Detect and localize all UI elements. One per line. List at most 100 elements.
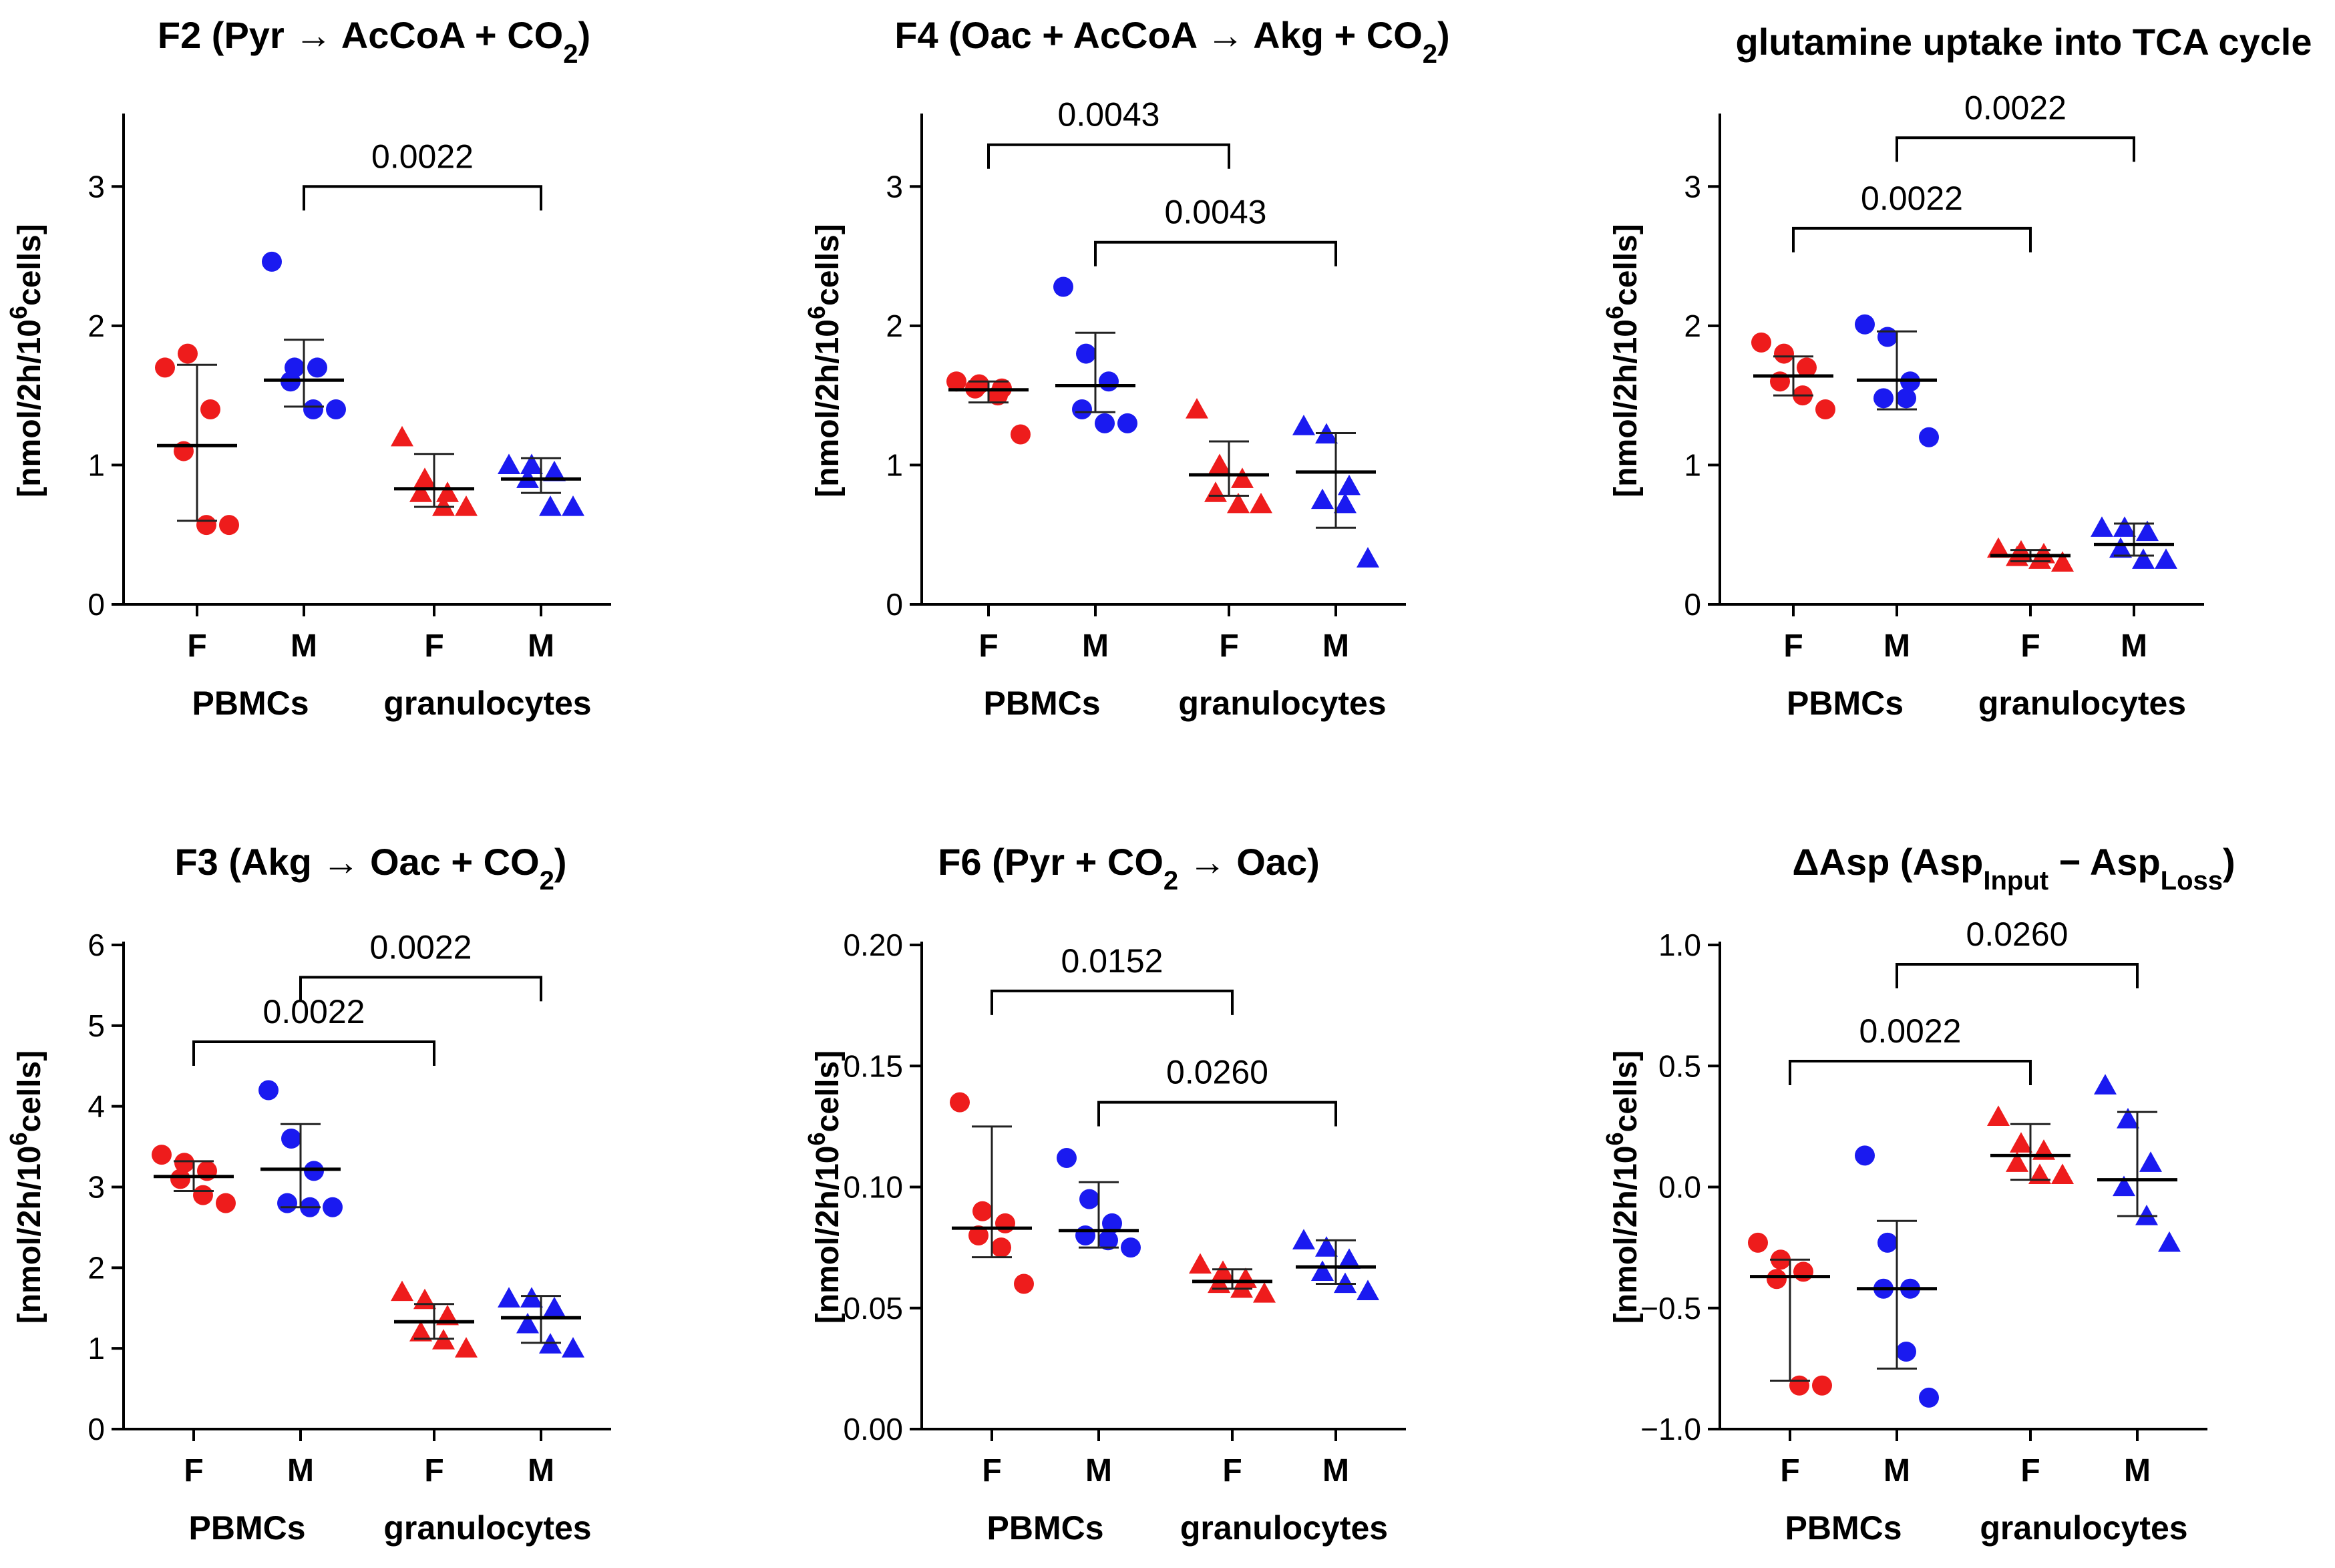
data-point xyxy=(2139,1151,2162,1172)
data-point xyxy=(1095,413,1115,433)
data-point xyxy=(1748,1232,1768,1253)
data-point xyxy=(543,460,566,481)
data-point xyxy=(436,1304,459,1326)
data-point xyxy=(1789,1375,1809,1396)
y-tick-label: 0 xyxy=(87,1412,105,1446)
x-group-label: granulocytes xyxy=(383,684,591,722)
data-point xyxy=(1208,453,1231,475)
data-point xyxy=(432,496,455,516)
y-label-text: [nmol/2h/10 xyxy=(810,319,846,498)
data-point xyxy=(1098,1230,1118,1251)
chart-title: F2 (Pyr → AcCoA + CO2) xyxy=(158,14,590,69)
title-text: glutamine uptake into TCA cycle xyxy=(1736,21,2312,63)
data-point xyxy=(1357,547,1379,568)
data-point xyxy=(1751,332,1771,353)
y-label-text: [nmol/2h/10 xyxy=(12,319,47,498)
x-category-label: F xyxy=(1222,1453,1242,1489)
chart-panel-2: F4 (Oac + AcCoA → Akg + CO2) [nmol/2h/106… xyxy=(803,14,1450,722)
y-axis-label: [nmol/2h/106cells] xyxy=(5,224,48,498)
x-category-label: M xyxy=(1085,1453,1112,1489)
data-point xyxy=(2135,1205,2158,1225)
data-point xyxy=(155,357,175,378)
title-text-tail: ) xyxy=(1437,14,1450,56)
data-point xyxy=(281,1129,301,1149)
x-category-label: F xyxy=(424,1453,443,1489)
p-value-label: 0.0043 xyxy=(1165,194,1267,231)
title-text: F2 (Pyr → AcCoA + CO xyxy=(158,14,563,56)
p-value-label: 0.0022 xyxy=(1861,180,1963,217)
data-point xyxy=(516,1312,539,1334)
x-group-label: granulocytes xyxy=(1178,684,1386,722)
title-subscript: 2 xyxy=(1163,866,1178,896)
y-tick-label: 1 xyxy=(87,447,105,482)
data-point xyxy=(196,515,216,536)
x-group-label: PBMCs xyxy=(1785,1509,1902,1547)
y-tick-label: 0.00 xyxy=(843,1412,903,1446)
significance-bracket xyxy=(1789,1060,2032,1085)
y-label-text-tail: cells] xyxy=(12,224,47,306)
y-label-text-tail: cells] xyxy=(1608,1050,1644,1133)
data-point xyxy=(258,1080,279,1101)
data-point xyxy=(1212,1260,1234,1281)
x-group-label: granulocytes xyxy=(1978,684,2186,722)
data-point xyxy=(2158,1231,2181,1252)
x-category-label: M xyxy=(2121,628,2147,664)
y-label-text: [nmol/2h/10 xyxy=(12,1146,47,1324)
x-category-label: M xyxy=(1883,628,1910,664)
data-point xyxy=(1053,276,1073,297)
x-category-label: F xyxy=(2020,628,2040,664)
y-tick-label: 6 xyxy=(87,928,105,962)
data-point xyxy=(1076,343,1096,364)
data-point xyxy=(1227,492,1250,514)
data-point xyxy=(262,251,282,272)
y-tick-label: 3 xyxy=(1684,169,1701,204)
y-tick-label: −1.0 xyxy=(1640,1412,1701,1446)
data-point xyxy=(1253,1282,1276,1303)
x-category-label: M xyxy=(2124,1453,2151,1489)
y-label-superscript: 6 xyxy=(803,306,830,319)
data-point xyxy=(174,1153,194,1173)
title-subscript: 2 xyxy=(1423,39,1437,69)
x-category-label: M xyxy=(291,628,317,664)
data-point xyxy=(1075,1225,1095,1245)
data-point xyxy=(1230,1277,1253,1298)
data-point xyxy=(1987,537,2010,558)
data-point xyxy=(2006,1151,2028,1172)
data-point xyxy=(1334,1272,1357,1294)
p-value-label: 0.0043 xyxy=(1058,96,1160,134)
data-point xyxy=(1896,388,1916,409)
x-category-label: F xyxy=(2020,1453,2040,1489)
data-point xyxy=(543,1296,566,1318)
data-point xyxy=(1011,424,1031,445)
y-tick-label: 1 xyxy=(886,447,903,482)
chart-panel-3: glutamine uptake into TCA cycle [nmol/2h/… xyxy=(1601,21,2312,722)
x-category-label: F xyxy=(187,628,206,664)
data-point xyxy=(455,1337,478,1358)
x-category-label: M xyxy=(1322,1453,1349,1489)
data-point xyxy=(2117,1108,2139,1129)
data-point xyxy=(2113,516,2136,537)
data-point xyxy=(1873,388,1894,409)
p-value-label: 0.0260 xyxy=(1966,916,2069,953)
y-tick-label: 0.10 xyxy=(843,1170,903,1205)
y-tick-label: 1.0 xyxy=(1658,928,1701,962)
x-category-label: M xyxy=(287,1453,314,1489)
x-group-label: PBMCs xyxy=(188,1509,305,1547)
x-category-label: M xyxy=(528,1453,554,1489)
x-category-label: F xyxy=(424,628,443,664)
y-tick-label: 0 xyxy=(886,587,903,622)
title-text-tail: ) xyxy=(578,14,590,56)
significance-bracket xyxy=(991,989,1234,1015)
title-text: F4 (Oac + AcCoA → Akg + CO xyxy=(894,14,1422,56)
data-point xyxy=(323,1197,343,1217)
data-point xyxy=(178,343,198,364)
data-point xyxy=(2051,551,2074,572)
chart-title: F6 (Pyr + CO2 → Oac) xyxy=(938,841,1320,896)
x-group-label: PBMCs xyxy=(983,684,1100,722)
y-label-text-tail: cells] xyxy=(12,1050,47,1133)
data-point xyxy=(413,1288,436,1310)
title-subscript: 2 xyxy=(540,866,554,896)
y-tick-label: 0.20 xyxy=(843,928,903,962)
y-label-superscript: 6 xyxy=(1601,306,1628,319)
data-point xyxy=(1079,1189,1099,1209)
